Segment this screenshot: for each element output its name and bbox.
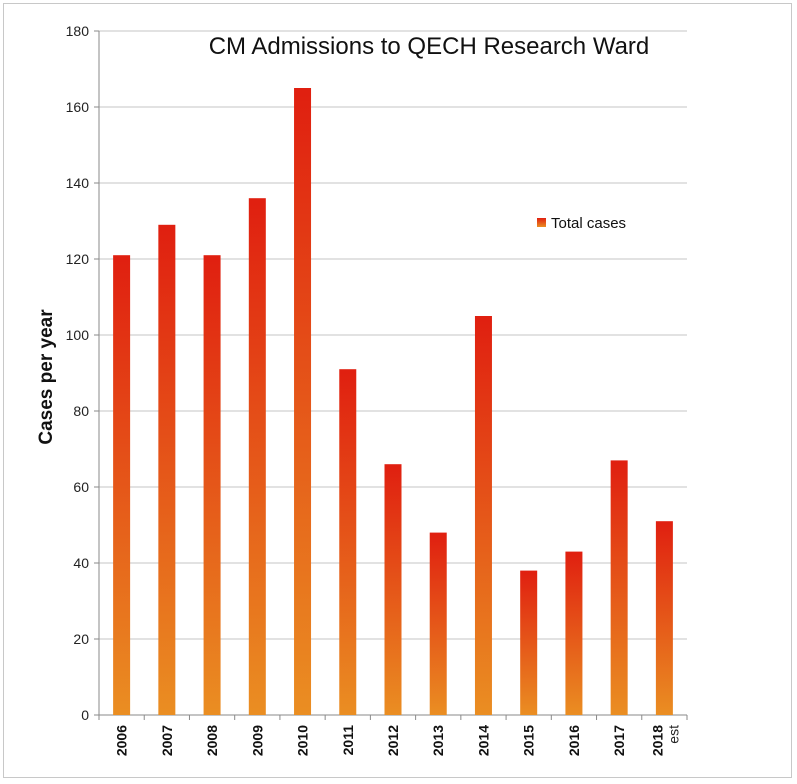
x-tick-label: 2012 xyxy=(385,725,401,756)
y-axis-title: Cases per year xyxy=(36,309,57,445)
bar-2018-est xyxy=(655,521,673,715)
x-tick-label: 2015 xyxy=(521,725,537,756)
y-tick-label: 20 xyxy=(73,631,89,647)
legend-swatch xyxy=(537,218,546,227)
x-tick-label: 2008 xyxy=(204,725,220,756)
bar-2006 xyxy=(113,255,131,715)
y-tick-label: 80 xyxy=(73,403,89,419)
chart-title: CM Admissions to QECH Research Ward xyxy=(209,33,650,60)
bar-2011 xyxy=(339,369,357,715)
x-tick-label: 2007 xyxy=(159,725,175,756)
bar-2013 xyxy=(429,532,447,715)
bar-2015 xyxy=(520,570,538,715)
y-tick-label: 100 xyxy=(66,327,90,343)
x-tick-label: 2017 xyxy=(611,725,627,756)
y-tick-label: 120 xyxy=(66,251,90,267)
y-tick-label: 40 xyxy=(73,555,89,571)
bars xyxy=(113,88,673,716)
x-tick-label: 2011 xyxy=(340,725,356,756)
bar-2016 xyxy=(565,551,583,715)
x-tick-label: 2018 xyxy=(649,725,665,756)
x-tick-labels: 2006 2007 2008 2009 2010 2011 2012 2013 2014 2015… xyxy=(114,725,682,756)
y-tick-label: 0 xyxy=(81,707,89,723)
legend-label: Total cases xyxy=(551,215,626,232)
x-tick-label: 2009 xyxy=(249,725,265,756)
x-tick-label-suffix: est xyxy=(665,725,681,744)
legend: Total cases xyxy=(537,215,626,232)
y-tick-label: 180 xyxy=(66,23,90,39)
bar-2012 xyxy=(384,464,402,715)
y-tick-label: 160 xyxy=(66,99,90,115)
y-tick-label: 60 xyxy=(73,479,89,495)
x-tick-label: 2016 xyxy=(566,725,582,756)
y-tick-label: 140 xyxy=(66,175,90,191)
x-tick-label: 2010 xyxy=(295,725,311,756)
x-tick-label: 2014 xyxy=(475,725,491,756)
bar-2010 xyxy=(294,88,312,715)
y-tick-labels: 0 20 40 60 80 100 120 140 160 180 xyxy=(66,23,90,723)
bar-2014 xyxy=(474,316,492,715)
bar-2008 xyxy=(203,255,221,715)
x-tick-label: 2006 xyxy=(114,725,130,756)
bar-2007 xyxy=(158,224,176,716)
chart-frame: 0 20 40 60 80 100 120 140 160 180 2006 2007 2008 200… xyxy=(3,3,792,778)
x-tick-label: 2013 xyxy=(430,725,446,756)
bar-2017 xyxy=(610,460,628,715)
bar-2009 xyxy=(248,198,266,715)
